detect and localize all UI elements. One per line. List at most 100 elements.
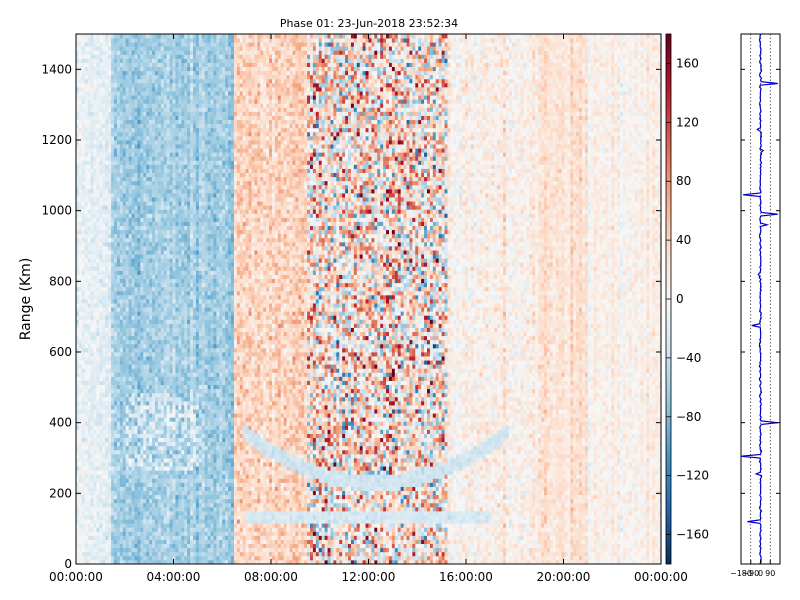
heatmap-cell — [94, 71, 97, 75]
heatmap-cell — [129, 283, 132, 287]
heatmap-cell — [117, 344, 120, 348]
heatmap-cell — [135, 177, 138, 181]
heatmap-cell — [187, 364, 190, 368]
heatmap-cell — [88, 258, 91, 262]
heatmap-cell — [175, 275, 178, 279]
heatmap-cell — [146, 535, 149, 539]
heatmap-cell — [126, 519, 129, 523]
heatmap-cell — [114, 299, 117, 303]
heatmap-cell — [85, 54, 88, 58]
heatmap-cell — [111, 454, 114, 458]
heatmap-cell — [85, 527, 88, 531]
heatmap-cell — [105, 201, 108, 205]
heatmap-cell — [79, 169, 82, 173]
heatmap-cell — [184, 242, 187, 246]
heatmap-cell — [155, 531, 158, 535]
heatmap-cell — [175, 148, 178, 152]
heatmap-cell — [82, 230, 85, 234]
heatmap-cell — [170, 360, 173, 364]
heatmap-cell — [96, 250, 99, 254]
heatmap-cell — [85, 544, 88, 548]
heatmap-cell — [140, 144, 143, 148]
heatmap-cell — [158, 246, 161, 250]
heatmap-cell — [105, 275, 108, 279]
heatmap-cell — [173, 531, 176, 535]
heatmap-cell — [126, 63, 129, 67]
heatmap-cell — [85, 58, 88, 62]
heatmap-cell — [152, 495, 155, 499]
heatmap-cell — [181, 201, 184, 205]
heatmap-cell — [173, 356, 176, 360]
heatmap-cell — [96, 197, 99, 201]
heatmap-cell — [108, 205, 111, 209]
heatmap-cell — [187, 381, 190, 385]
heatmap-cell — [123, 421, 126, 425]
heatmap-cell — [108, 242, 111, 246]
heatmap-cell — [170, 519, 173, 523]
heatmap-cell — [85, 442, 88, 446]
heatmap-cell — [114, 552, 117, 556]
heatmap-cell — [91, 405, 94, 409]
heatmap-cell — [135, 83, 138, 87]
heatmap-cell — [85, 470, 88, 474]
heatmap-cell — [140, 87, 143, 91]
heatmap-cell — [161, 381, 164, 385]
heatmap-cell — [167, 495, 170, 499]
heatmap-cell — [79, 401, 82, 405]
heatmap-cell — [143, 482, 146, 486]
heatmap-cell — [158, 136, 161, 140]
heatmap-cell — [143, 99, 146, 103]
heatmap-cell — [164, 144, 167, 148]
heatmap-cell — [143, 75, 146, 79]
heatmap-cell — [140, 148, 143, 152]
heatmap-cell — [126, 540, 129, 544]
heatmap-cell — [117, 189, 120, 193]
heatmap-cell — [96, 87, 99, 91]
heatmap-cell — [82, 254, 85, 258]
heatmap-cell — [88, 173, 91, 177]
heatmap-cell — [114, 295, 117, 299]
heatmap-cell — [79, 405, 82, 409]
heatmap-cell — [158, 385, 161, 389]
heatmap-cell — [158, 283, 161, 287]
heatmap-cell — [85, 364, 88, 368]
heatmap-cell — [94, 535, 97, 539]
heatmap-cell — [79, 503, 82, 507]
heatmap-cell — [137, 283, 140, 287]
heatmap-cell — [140, 120, 143, 124]
heatmap-cell — [140, 34, 143, 38]
heatmap-cell — [96, 222, 99, 226]
heatmap-cell — [102, 222, 105, 226]
heatmap-cell — [158, 99, 161, 103]
heatmap-cell — [88, 230, 91, 234]
heatmap-cell — [149, 42, 152, 46]
heatmap-cell — [187, 454, 190, 458]
heatmap-cell — [146, 38, 149, 42]
heatmap-cell — [105, 164, 108, 168]
heatmap-cell — [155, 242, 158, 246]
heatmap-cell — [187, 527, 190, 531]
heatmap-cell — [152, 491, 155, 495]
heatmap-cell — [126, 275, 129, 279]
heatmap-cell — [129, 360, 132, 364]
heatmap-cell — [123, 303, 126, 307]
heatmap-cell — [167, 266, 170, 270]
heatmap-cell — [102, 95, 105, 99]
heatmap-cell — [102, 544, 105, 548]
heatmap-cell — [102, 364, 105, 368]
heatmap-cell — [85, 352, 88, 356]
heatmap-cell — [175, 75, 178, 79]
heatmap-cell — [137, 328, 140, 332]
heatmap-cell — [173, 323, 176, 327]
heatmap-cell — [173, 389, 176, 393]
heatmap-cell — [102, 58, 105, 62]
heatmap-cell — [111, 213, 114, 217]
heatmap-cell — [167, 515, 170, 519]
heatmap-cell — [129, 164, 132, 168]
heatmap-cell — [170, 535, 173, 539]
heatmap-cell — [126, 67, 129, 71]
heatmap-cell — [181, 217, 184, 221]
heatmap-cell — [146, 364, 149, 368]
heatmap-cell — [170, 181, 173, 185]
heatmap-cell — [161, 434, 164, 438]
